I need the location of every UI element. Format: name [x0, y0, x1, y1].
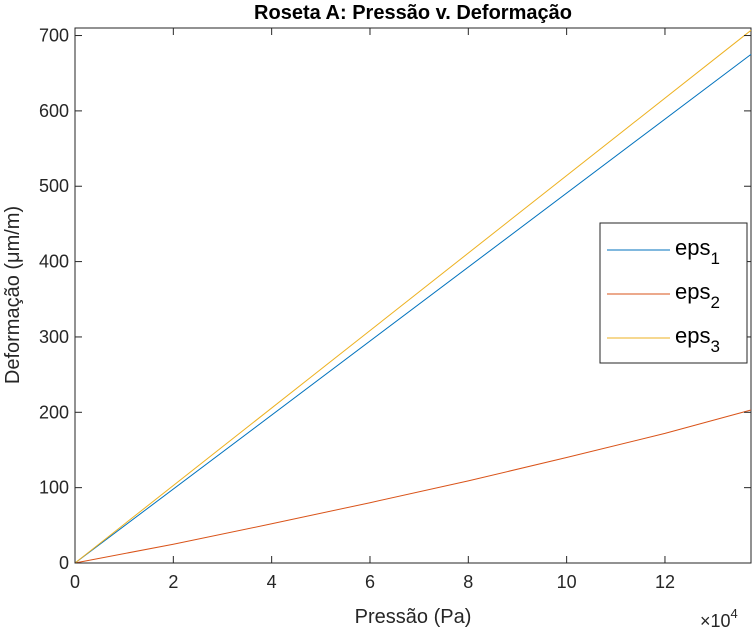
y-tick-label: 0	[59, 553, 69, 573]
x-tick-label: 2	[168, 572, 178, 592]
y-tick-label: 200	[39, 402, 69, 422]
x-tick-label: 10	[557, 572, 577, 592]
y-tick-label: 100	[39, 478, 69, 498]
chart-title: Roseta A: Pressão v. Deformação	[254, 2, 572, 24]
x-tick-label: 0	[70, 572, 80, 592]
legend-label-subscript: 3	[710, 337, 719, 356]
series-line-1	[74, 54, 752, 564]
x-exponent-base: ×10	[700, 611, 731, 630]
x-axis-ticks: 0 2 4 6 8 10 12	[70, 28, 675, 592]
x-axis-exponent: ×104	[700, 606, 738, 630]
x-tick-label: 12	[655, 572, 675, 592]
legend-label-base: eps	[675, 279, 710, 304]
series-line-2	[74, 409, 752, 564]
series-line-3	[74, 29, 752, 564]
legend-label-subscript: 2	[710, 293, 719, 312]
legend-label-1: eps1	[675, 235, 720, 268]
x-exponent-power: 4	[731, 606, 738, 621]
legend-label-3: eps3	[675, 323, 720, 356]
x-tick-label: 4	[267, 572, 277, 592]
legend-label-2: eps2	[675, 279, 720, 312]
y-tick-label: 300	[39, 327, 69, 347]
x-tick-label: 8	[463, 572, 473, 592]
y-tick-label: 500	[39, 176, 69, 196]
y-tick-label: 700	[39, 26, 69, 46]
y-axis-ticks: 0 100 200 300 400 500 600 700	[39, 26, 751, 573]
legend-box	[599, 222, 748, 364]
y-axis-label: Deformação (μm/m)	[2, 206, 24, 384]
legend-label-base: eps	[675, 235, 710, 260]
series-layer	[74, 29, 752, 564]
y-tick-label: 400	[39, 252, 69, 272]
y-tick-label: 600	[39, 101, 69, 121]
x-tick-label: 6	[365, 572, 375, 592]
x-axis-label: Pressão (Pa)	[355, 606, 472, 628]
legend-label-subscript: 1	[710, 249, 719, 268]
legend-label-base: eps	[675, 323, 710, 348]
